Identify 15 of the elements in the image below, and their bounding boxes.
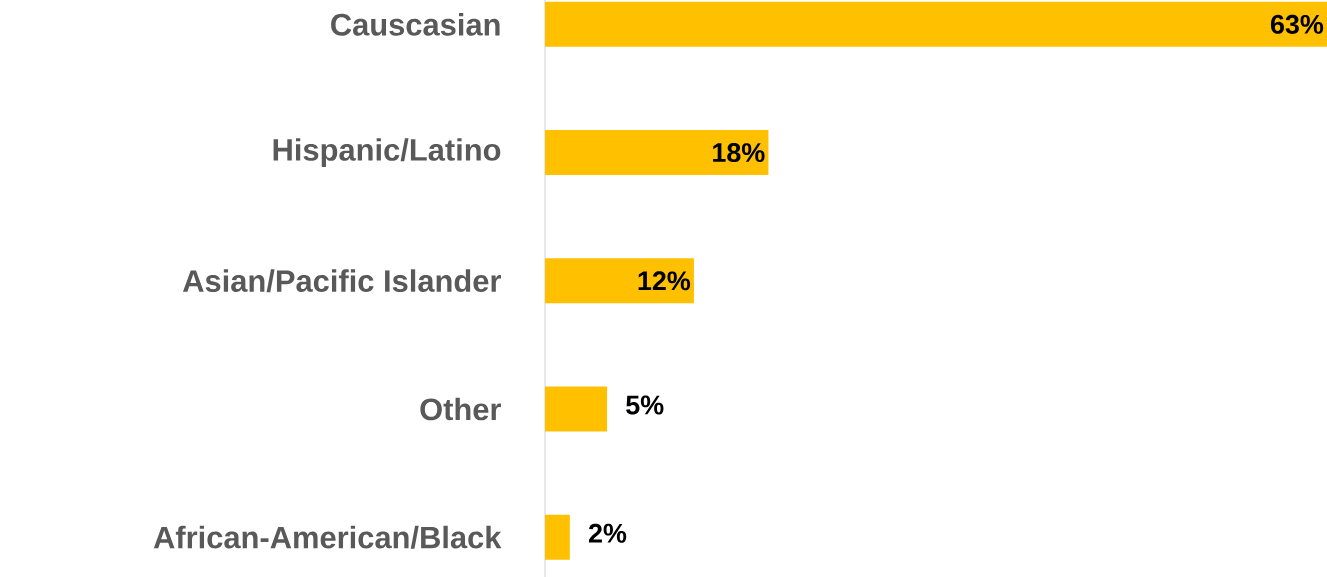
bar	[545, 258, 694, 304]
y-tick-label: African-American/Black	[153, 525, 502, 549]
bar	[545, 1, 1327, 47]
y-tick-label: Other	[420, 397, 502, 421]
y-tick-label: Causcasian	[331, 13, 500, 36]
bar	[545, 386, 608, 432]
data-label: 2%	[588, 523, 627, 543]
data-label: 5%	[626, 395, 664, 415]
data-label: 18%	[713, 143, 765, 163]
bar	[545, 130, 769, 176]
bar	[545, 514, 570, 560]
y-tick-label: Hispanic/Latino	[273, 138, 501, 167]
data-label: 12%	[638, 271, 691, 291]
data-label: 63%	[1270, 14, 1324, 34]
y-tick-label: Asian/Pacific Islander	[182, 269, 501, 293]
